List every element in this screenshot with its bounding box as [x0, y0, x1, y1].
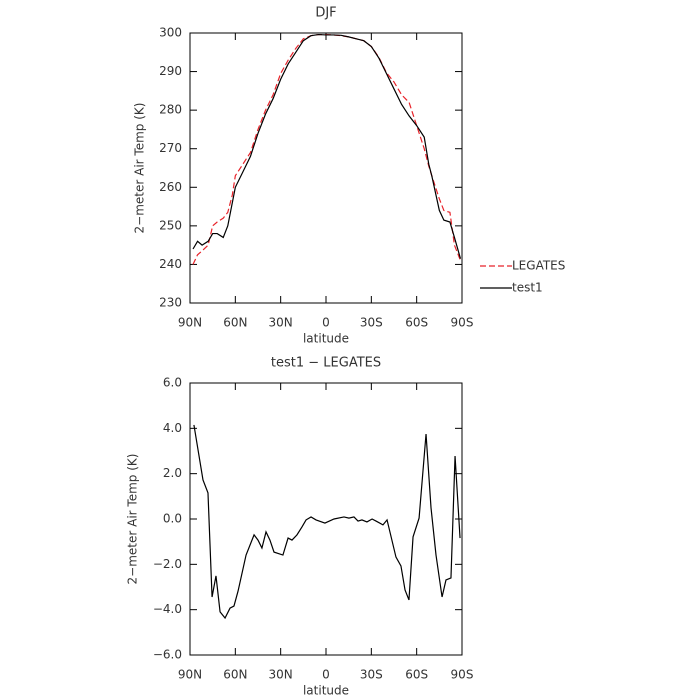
- y-tick-label: 230: [159, 296, 182, 310]
- x-tick-label: 30S: [360, 316, 383, 330]
- x-tick-label: 90N: [178, 316, 202, 330]
- data-line: [192, 33, 462, 265]
- x-tick-label: 30N: [269, 316, 293, 330]
- y-tick-label: 290: [159, 64, 182, 78]
- y-tick-label: 2.0: [163, 466, 182, 480]
- data-line: [193, 424, 461, 620]
- y-tick-label: −6.0: [153, 648, 182, 662]
- legend-label: LEGATES: [512, 259, 565, 273]
- y-tick-label: 240: [159, 257, 182, 271]
- y-tick-label: 300: [159, 26, 182, 40]
- y-tick-label: −4.0: [153, 602, 182, 616]
- chart-title: test1 − LEGATES: [271, 356, 381, 371]
- y-tick-label: 6.0: [163, 376, 182, 390]
- plot-frame: [189, 382, 463, 656]
- y-tick-label: −2.0: [153, 557, 182, 571]
- y-axis-label: 2−meter Air Temp (K): [133, 103, 147, 234]
- x-tick-label: 30S: [360, 668, 383, 682]
- x-tick-label: 90S: [451, 316, 474, 330]
- y-tick-label: 260: [159, 180, 182, 194]
- data-line: [192, 33, 462, 259]
- x-axis-label: latitude: [303, 332, 349, 346]
- plot-frame: [189, 32, 463, 304]
- x-tick-label: 90S: [451, 668, 474, 682]
- x-tick-label: 30N: [269, 668, 293, 682]
- x-axis-label: latitude: [303, 684, 349, 698]
- chart-title: DJF: [315, 6, 336, 21]
- y-tick-label: 250: [159, 218, 182, 232]
- x-tick-label: 0: [322, 316, 330, 330]
- x-tick-label: 90N: [178, 668, 202, 682]
- x-tick-label: 60S: [405, 668, 428, 682]
- x-tick-label: 60S: [405, 316, 428, 330]
- y-tick-label: 0.0: [163, 512, 182, 526]
- x-tick-label: 0: [322, 668, 330, 682]
- y-tick-label: 4.0: [163, 421, 182, 435]
- legend-label: test1: [512, 281, 543, 295]
- y-tick-label: 270: [159, 141, 182, 155]
- y-axis-label: 2−meter Air Temp (K): [126, 454, 140, 585]
- y-tick-label: 280: [159, 103, 182, 117]
- x-tick-label: 60N: [223, 316, 247, 330]
- x-tick-label: 60N: [223, 668, 247, 682]
